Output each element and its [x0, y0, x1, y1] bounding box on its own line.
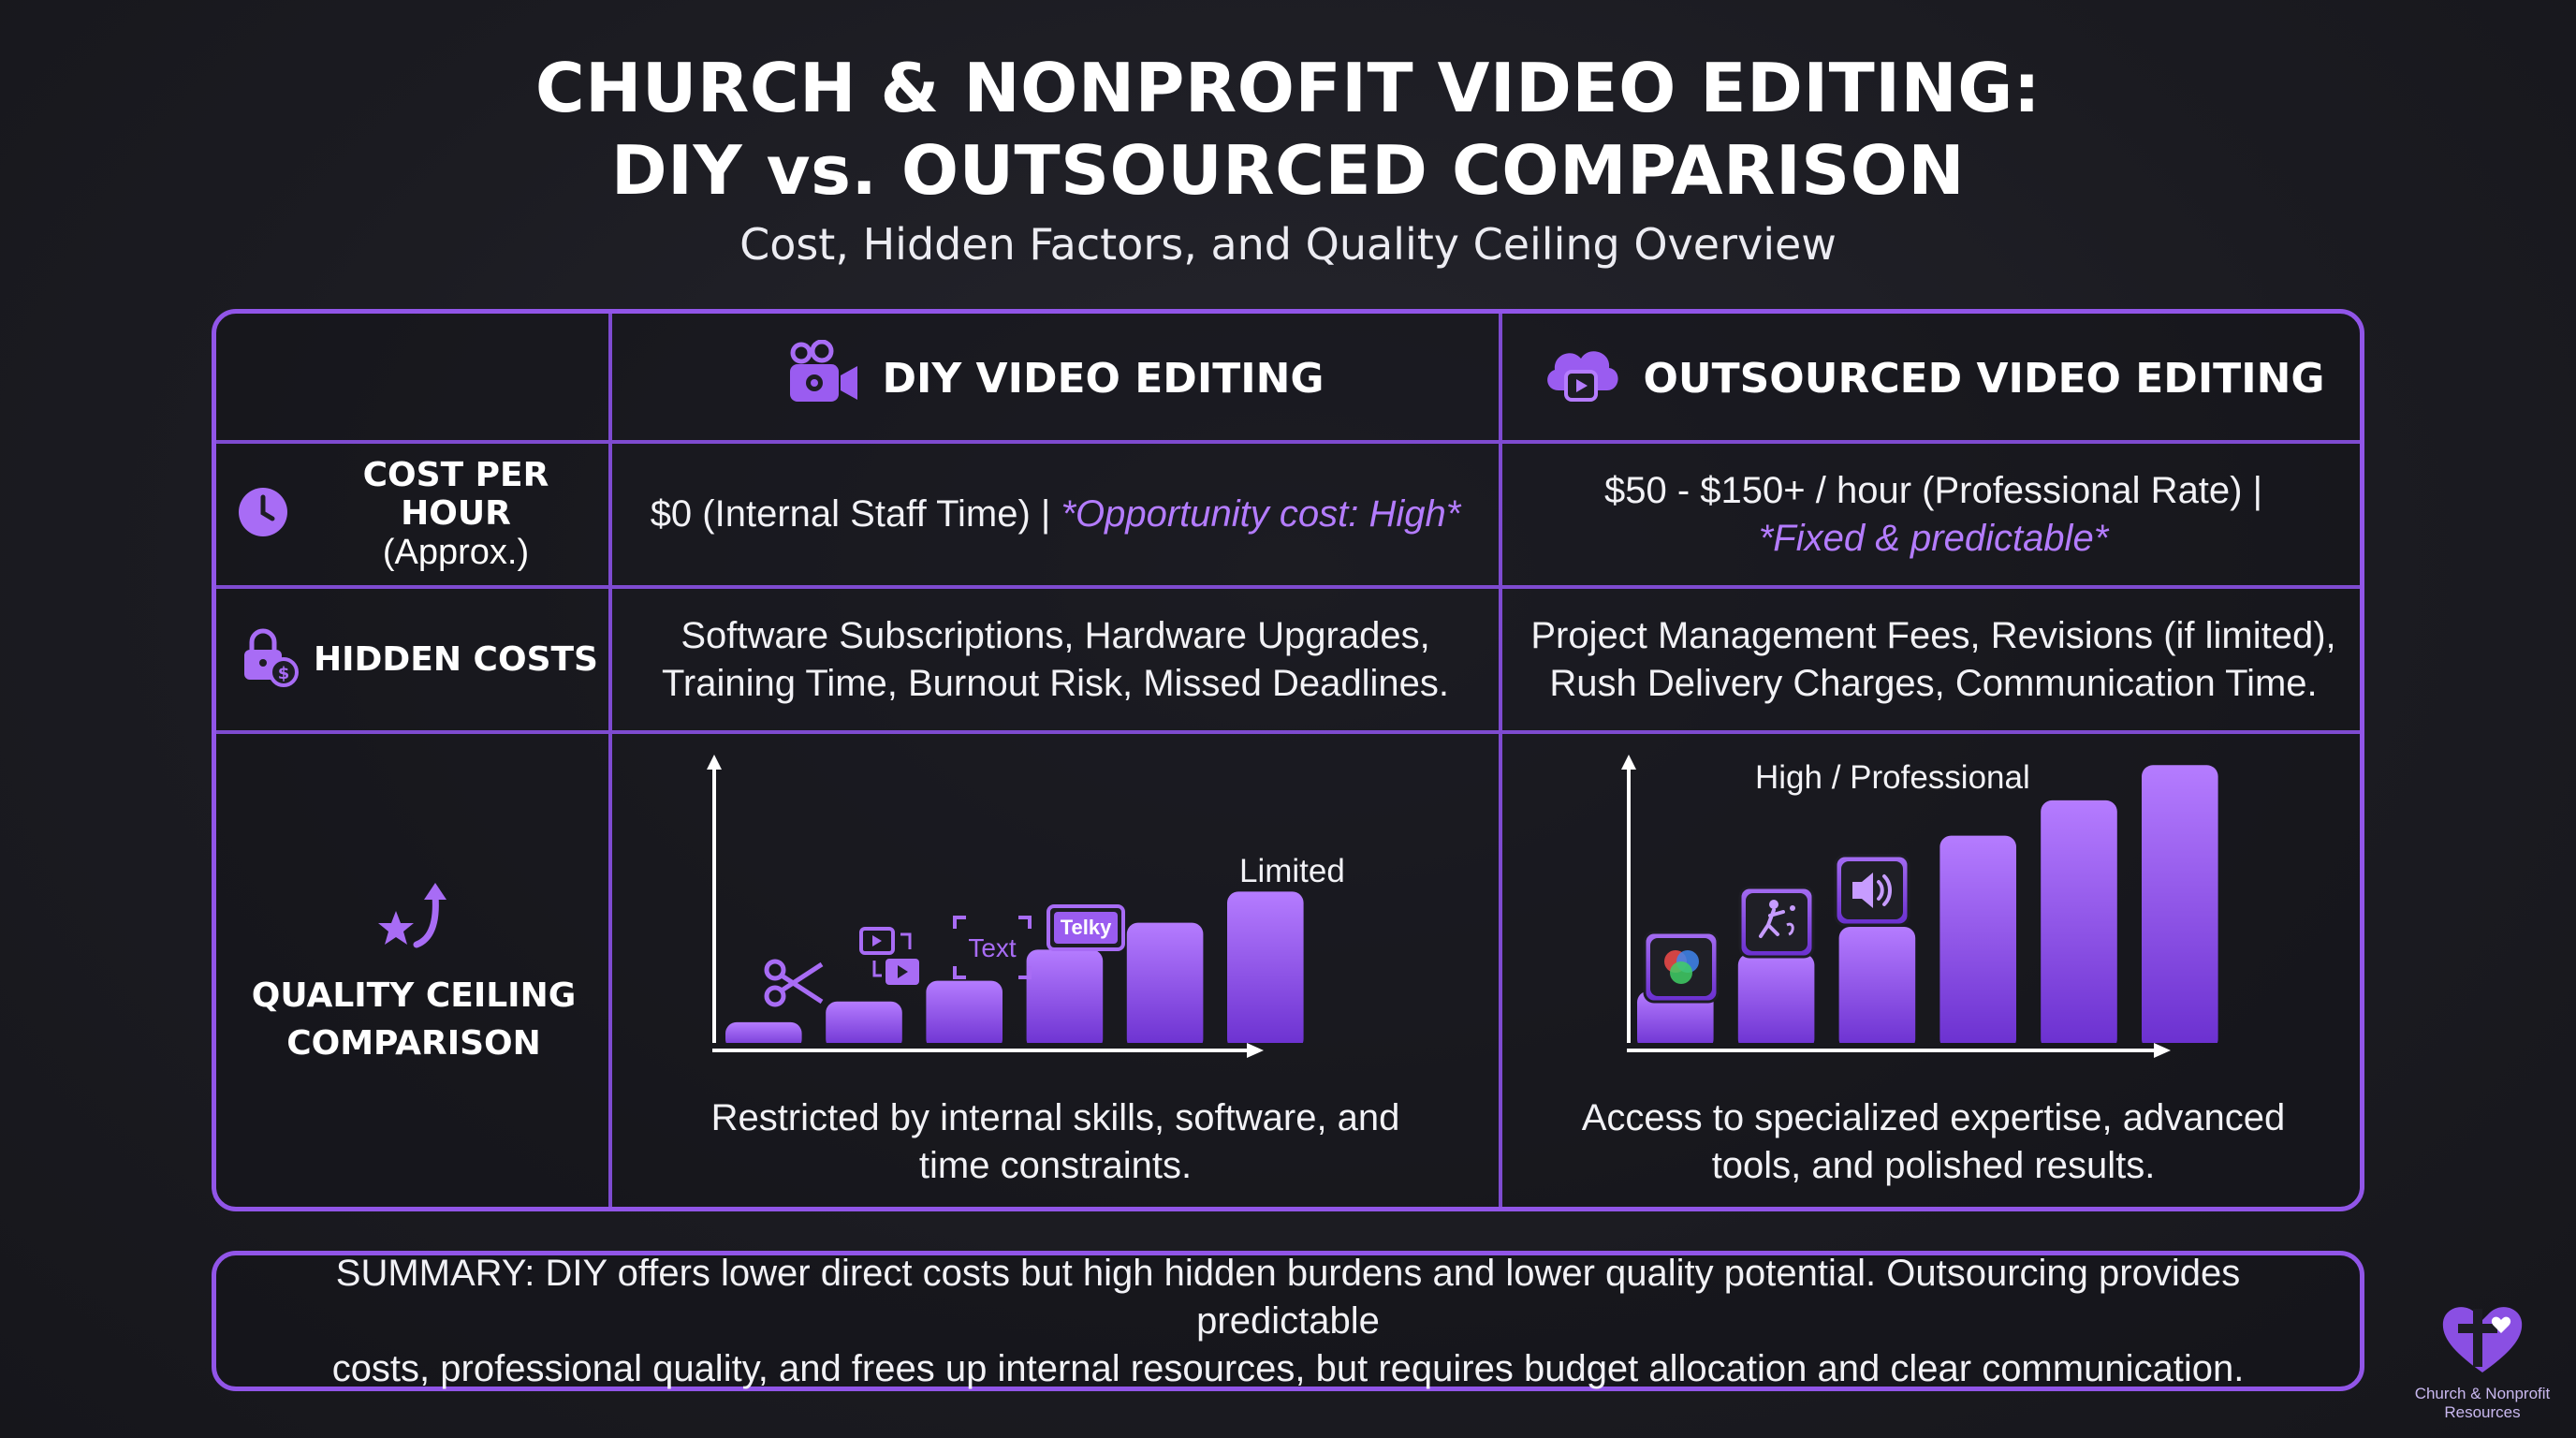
chart-annotation-limited: Limited: [1239, 853, 1345, 889]
heart-cross-logo-icon: [2442, 1307, 2523, 1372]
lock-money-icon: $: [241, 627, 299, 692]
column-label-diy: DIY VIDEO EDITING: [882, 354, 1325, 403]
summary-line2: costs, professional quality, and frees u…: [331, 1347, 2245, 1389]
comparison-table: DIY VIDEO EDITING OUTSOURCED VIDEO EDITI…: [212, 309, 2364, 1211]
table-divider: [216, 440, 2360, 444]
cost-out-text: $50 - $150+ / hour (Professional Rate) |: [1603, 469, 2262, 511]
chart-bar: [2142, 765, 2218, 1043]
hidden-diy-line2: Training Time, Burnout Risk, Missed Dead…: [661, 662, 1450, 704]
row-title-hidden: HIDDEN COSTS: [314, 640, 598, 679]
chart-bar: [826, 1001, 902, 1043]
clock-icon: [237, 486, 289, 543]
table-divider: [1499, 314, 1502, 1207]
column-header-outsourced: OUTSOURCED VIDEO EDITING: [1502, 314, 2364, 443]
logo-line2: Resources: [2444, 1403, 2521, 1421]
cell-hidden-outsourced: Project Management Fees, Revisions (if l…: [1502, 589, 2364, 730]
summary-box: SUMMARY: DIY offers lower direct costs b…: [212, 1251, 2364, 1391]
telky-label: Telky: [1061, 916, 1112, 939]
column-header-diy: DIY VIDEO EDITING: [612, 314, 1499, 443]
hidden-out-line2: Rush Delivery Charges, Communication Tim…: [1549, 662, 2318, 704]
page-title-line1: CHURCH & NONPROFIT VIDEO EDITING:: [534, 49, 2042, 127]
chart-outsourced-quality: High / Professional: [1621, 755, 2218, 1043]
caption-diy-quality: Restricted by internal skills, software,…: [612, 1094, 1499, 1190]
scissors-icon: [764, 959, 824, 1007]
audio-speaker-icon: [1834, 854, 1910, 927]
caption-outsourced-quality: Access to specialized expertise, advance…: [1502, 1094, 2364, 1190]
row-title-quality-line1: QUALITY CEILING: [251, 976, 577, 1015]
chart-diy-quality: Limited Text Telky: [707, 755, 1345, 1043]
chart-diy-x-axis: [712, 1043, 1264, 1058]
row-label-hidden: $ HIDDEN COSTS: [216, 589, 611, 730]
hidden-out-line1: Project Management Fees, Revisions (if l…: [1530, 614, 2336, 656]
text-tool-label: Text: [968, 933, 1017, 962]
brand-logo: Church & Nonprofit Resources: [2408, 1299, 2557, 1422]
chart-bar: [926, 980, 1003, 1043]
column-label-outsourced: OUTSOURCED VIDEO EDITING: [1643, 354, 2325, 403]
row-label-cost: COST PER HOUR (Approx.): [216, 444, 611, 585]
caption-diy-line2: time constraints.: [918, 1145, 1193, 1186]
page-subtitle: Cost, Hidden Factors, and Quality Ceilin…: [739, 219, 1837, 270]
cell-hidden-diy: Software Subscriptions, Hardware Upgrade…: [612, 589, 1499, 730]
cost-diy-emphasis: *Opportunity cost: High*: [1061, 493, 1461, 535]
telky-badge-icon: Telky: [1046, 904, 1125, 951]
text-tool-icon: Text: [953, 916, 1032, 979]
caption-out-line2: tools, and polished results.: [1711, 1145, 2156, 1186]
row-subtitle-cost: (Approx.): [382, 533, 530, 572]
chart-bar: [1126, 922, 1204, 1043]
color-wheel-icon: [1643, 931, 1720, 1004]
chart-outsourced-x-axis: [1627, 1043, 2171, 1058]
y-axis-arrow: [1621, 755, 1636, 770]
caption-out-line1: Access to specialized expertise, advance…: [1581, 1097, 2286, 1138]
clip-swap-icon: [859, 927, 919, 985]
table-divider: [608, 314, 612, 1207]
hidden-diy-line1: Software Subscriptions, Hardware Upgrade…: [681, 614, 1430, 656]
video-camera-gear-icon: [786, 339, 861, 418]
cell-cost-outsourced: $50 - $150+ / hour (Professional Rate) |…: [1502, 444, 2364, 585]
table-divider: [216, 730, 2360, 734]
chart-bar: [2041, 800, 2117, 1043]
cloud-play-icon: [1542, 340, 1622, 418]
summary-line1: SUMMARY: DIY offers lower direct costs b…: [335, 1252, 2241, 1342]
cost-out-emphasis: *Fixed & predictable*: [1758, 517, 2109, 559]
y-axis-arrow: [707, 755, 722, 770]
cell-cost-diy: $0 (Internal Staff Time) | *Opportunity …: [612, 444, 1499, 585]
chart-bar: [1838, 927, 1916, 1043]
chart-bar: [1737, 953, 1815, 1043]
chart-bar: [1026, 949, 1104, 1043]
table-divider: [216, 585, 2360, 589]
row-title-cost: COST PER HOUR: [362, 456, 549, 533]
chart-bar: [1637, 990, 1714, 1043]
svg-text:$: $: [278, 664, 290, 683]
page-title-line2: DIY vs. OUTSOURCED COMPARISON: [610, 131, 1966, 210]
star-arrow-up-icon: [372, 879, 456, 959]
chart-bar: [725, 1021, 802, 1043]
logo-line1: Church & Nonprofit: [2414, 1385, 2551, 1402]
row-label-quality: QUALITY CEILING COMPARISON: [216, 734, 611, 1211]
chart-bar: [1227, 891, 1304, 1043]
cost-diy-text: $0 (Internal Staff Time) |: [650, 493, 1051, 535]
chart-annotation-professional: High / Professional: [1755, 759, 2030, 796]
caption-diy-line1: Restricted by internal skills, software,…: [710, 1097, 1400, 1138]
motion-graphics-icon: [1738, 886, 1815, 959]
row-title-quality-line2: COMPARISON: [286, 1023, 541, 1063]
chart-bar: [1939, 835, 2016, 1043]
